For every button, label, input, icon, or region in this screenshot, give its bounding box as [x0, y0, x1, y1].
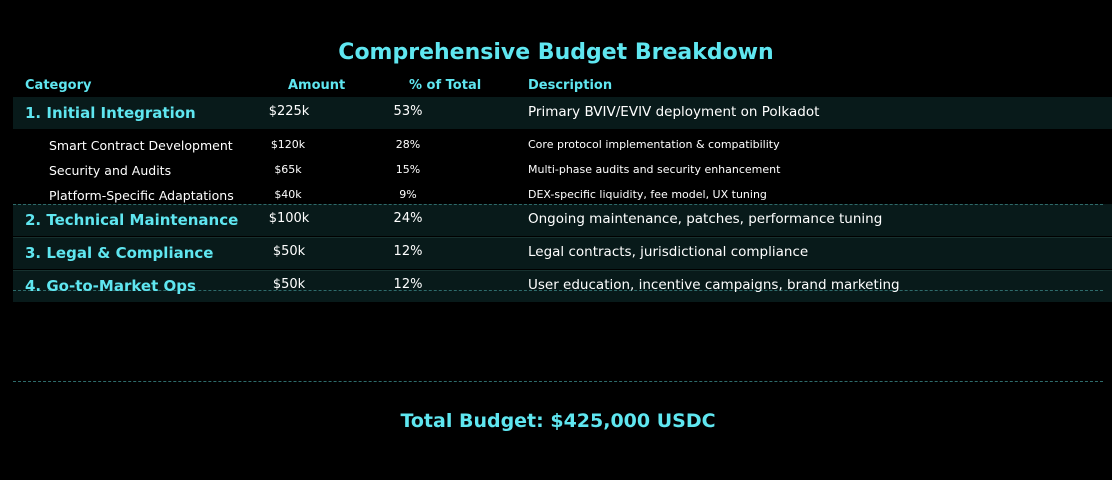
table-header: Category Amount % of Total Description — [0, 78, 1112, 98]
category-cell: 3. Legal & Compliance — [25, 244, 214, 262]
category-cell: 4. Go-to-Market Ops — [25, 277, 196, 295]
row-band-initial-integration — [13, 97, 1112, 129]
amount-cell: $120k — [270, 138, 306, 151]
page-title: Comprehensive Budget Breakdown — [338, 40, 774, 65]
amount-cell: $225k — [268, 104, 310, 119]
amount-cell: $50k — [272, 244, 306, 259]
row-band-technical-maintenance — [13, 204, 1112, 236]
column-header-category: Category — [25, 78, 92, 93]
dashed-divider — [13, 290, 1103, 291]
row-band-legal-compliance — [13, 237, 1112, 269]
sub-row: Smart Contract Development $120k 28% Cor… — [0, 138, 1112, 160]
percent-cell: 15% — [395, 163, 421, 176]
amount-cell: $65k — [274, 163, 302, 176]
amount-cell: $40k — [274, 188, 302, 201]
description-cell: Ongoing maintenance, patches, performanc… — [528, 211, 883, 227]
amount-cell: $100k — [268, 211, 310, 226]
column-header-description: Description — [528, 78, 613, 93]
sub-row: Platform-Specific Adaptations $40k 9% DE… — [0, 188, 1112, 210]
description-cell: Multi-phase audits and security enhancem… — [528, 163, 781, 176]
category-cell: 1. Initial Integration — [25, 104, 196, 122]
percent-cell: 28% — [395, 138, 421, 151]
table-row: 3. Legal & Compliance $50k 12% Legal con… — [0, 244, 1112, 266]
percent-cell: 24% — [393, 211, 423, 226]
subcategory-cell: Platform-Specific Adaptations — [49, 188, 234, 203]
row-separator — [13, 270, 1112, 271]
table-row: 2. Technical Maintenance $100k 24% Ongoi… — [0, 211, 1112, 233]
description-cell: Core protocol implementation & compatibi… — [528, 138, 780, 151]
table-row: 1. Initial Integration $225k 53% Primary… — [0, 104, 1112, 126]
row-band-go-to-market — [13, 270, 1112, 302]
percent-cell: 9% — [399, 188, 417, 201]
description-cell: Primary BVIV/EVIV deployment on Polkadot — [528, 104, 820, 120]
column-header-percent: % of Total — [409, 78, 482, 93]
description-cell: DEX-specific liquidity, fee model, UX tu… — [528, 188, 767, 201]
column-header-amount: Amount — [288, 78, 346, 93]
percent-cell: 12% — [393, 277, 423, 292]
amount-cell: $50k — [272, 277, 306, 292]
description-cell: User education, incentive campaigns, bra… — [528, 277, 900, 293]
subcategory-cell: Security and Audits — [49, 163, 172, 178]
sub-row: Security and Audits $65k 15% Multi-phase… — [0, 163, 1112, 185]
category-cell: 2. Technical Maintenance — [25, 211, 239, 229]
percent-cell: 12% — [393, 244, 423, 259]
description-cell: Legal contracts, jurisdictional complian… — [528, 244, 809, 260]
table-row: 4. Go-to-Market Ops $50k 12% User educat… — [0, 277, 1112, 299]
percent-cell: 53% — [393, 104, 423, 119]
dashed-divider — [13, 204, 1103, 205]
dashed-divider — [13, 381, 1103, 382]
total-budget: Total Budget: $425,000 USDC — [400, 410, 716, 432]
row-separator — [13, 237, 1112, 238]
subcategory-cell: Smart Contract Development — [49, 138, 233, 153]
